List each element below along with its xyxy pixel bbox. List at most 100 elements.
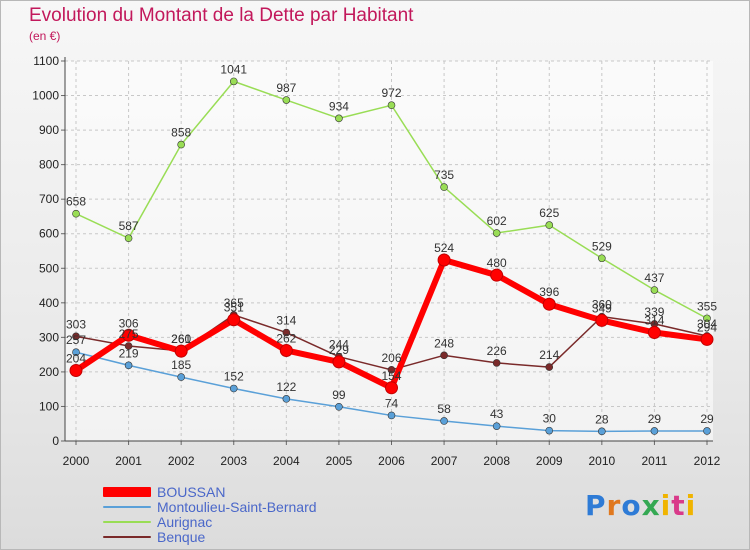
y-tick-label: 600 [39,227,59,241]
y-tick-label: 1100 [33,54,59,68]
data-point [174,344,188,358]
data-point [700,332,714,346]
data-label: 154 [381,369,401,383]
data-point [72,332,80,341]
data-point [703,314,711,323]
data-label: 99 [332,388,346,402]
chart-unit: (en €) [29,29,61,43]
data-point [492,359,501,367]
y-tick-label: 1000 [32,89,59,103]
data-point [124,361,133,370]
data-point [595,313,609,327]
data-label: 934 [329,99,349,113]
data-label: 314 [644,314,664,328]
data-label: 30 [543,412,557,426]
data-point [440,417,448,425]
data-point [335,114,343,123]
logo-letter: i [685,489,697,522]
legend-label: Benque [157,529,206,545]
data-label: 262 [276,331,296,345]
data-label: 303 [66,317,86,331]
proxiti-logo: Proxiti [585,489,696,522]
data-label: 122 [276,380,296,394]
data-point [229,384,238,393]
y-tick-label: 900 [39,123,59,137]
data-label: 257 [66,333,86,347]
x-tick-label: 2005 [326,454,353,468]
data-label: 275 [119,327,139,341]
x-tick-label: 2002 [168,454,195,468]
data-point [282,395,291,403]
y-tick-label: 400 [39,296,59,310]
line-chart: 0 100 200 300 400 500 600 700 800 900 1000 1100 2000… [32,54,721,468]
data-label: 294 [697,320,717,334]
legend-label: BOUSSAN [157,484,226,500]
data-label: 28 [595,412,609,426]
chart-title: Evolution du Montant de la Dette par Hab… [29,5,414,26]
data-label: 43 [490,407,504,421]
legend-swatch [103,505,151,509]
legend-label: Montoulieu-Saint-Bernard [157,499,317,515]
data-point [387,366,396,374]
data-label: 339 [644,305,664,319]
data-point [492,422,501,430]
data-label: 29 [648,412,662,426]
data-label: 29 [700,412,714,426]
data-label: 314 [276,314,296,328]
x-tick-label: 2009 [536,454,563,468]
data-label: 152 [224,369,244,383]
data-label: 360 [592,298,612,312]
y-tick-label: 300 [39,330,59,344]
x-tick-label: 2003 [220,454,247,468]
y-tick-label: 100 [39,399,59,413]
data-point [385,381,398,395]
logo-letter: i [660,489,672,522]
data-point [387,411,396,420]
data-point [545,221,554,229]
data-label: 587 [119,219,139,233]
data-label: 972 [381,86,401,100]
y-tick-label: 0 [52,434,59,448]
data-label: 351 [224,301,244,315]
data-label: 229 [329,343,349,357]
data-point [72,348,80,357]
data-label: 248 [434,336,454,350]
data-label: 396 [539,285,559,299]
data-point [437,253,451,267]
x-tick-label: 2011 [642,454,668,468]
data-point [440,183,448,191]
data-label: 219 [119,346,139,360]
data-label: 480 [487,256,507,270]
logo-letter: P [585,489,607,522]
x-tick-label: 2006 [378,454,405,468]
data-point [69,364,83,378]
data-label: 625 [539,206,559,220]
data-point [124,234,133,243]
data-point [72,209,80,218]
legend-swatch [103,487,151,497]
x-tick-label: 2008 [483,454,510,468]
data-point [279,343,293,357]
logo-letter: r [606,489,622,522]
data-label: 987 [276,81,296,95]
data-label: 735 [434,168,454,182]
x-tick-label: 2010 [588,454,615,468]
data-label: 306 [119,316,139,330]
data-point [598,254,606,263]
y-tick-label: 500 [39,261,59,275]
data-point [282,328,291,337]
plot-area [65,61,713,441]
x-tick-label: 2012 [694,454,721,468]
data-point [122,328,136,342]
data-point [177,373,185,381]
logo-letter: t [671,489,686,522]
y-tick-label: 700 [39,192,59,206]
data-point [492,229,501,237]
data-label: 204 [66,352,86,366]
x-tick-label: 2004 [273,454,300,468]
data-point [282,96,291,104]
y-tick-label: 800 [39,158,59,172]
legend-swatch [103,520,151,524]
data-point [229,77,238,86]
